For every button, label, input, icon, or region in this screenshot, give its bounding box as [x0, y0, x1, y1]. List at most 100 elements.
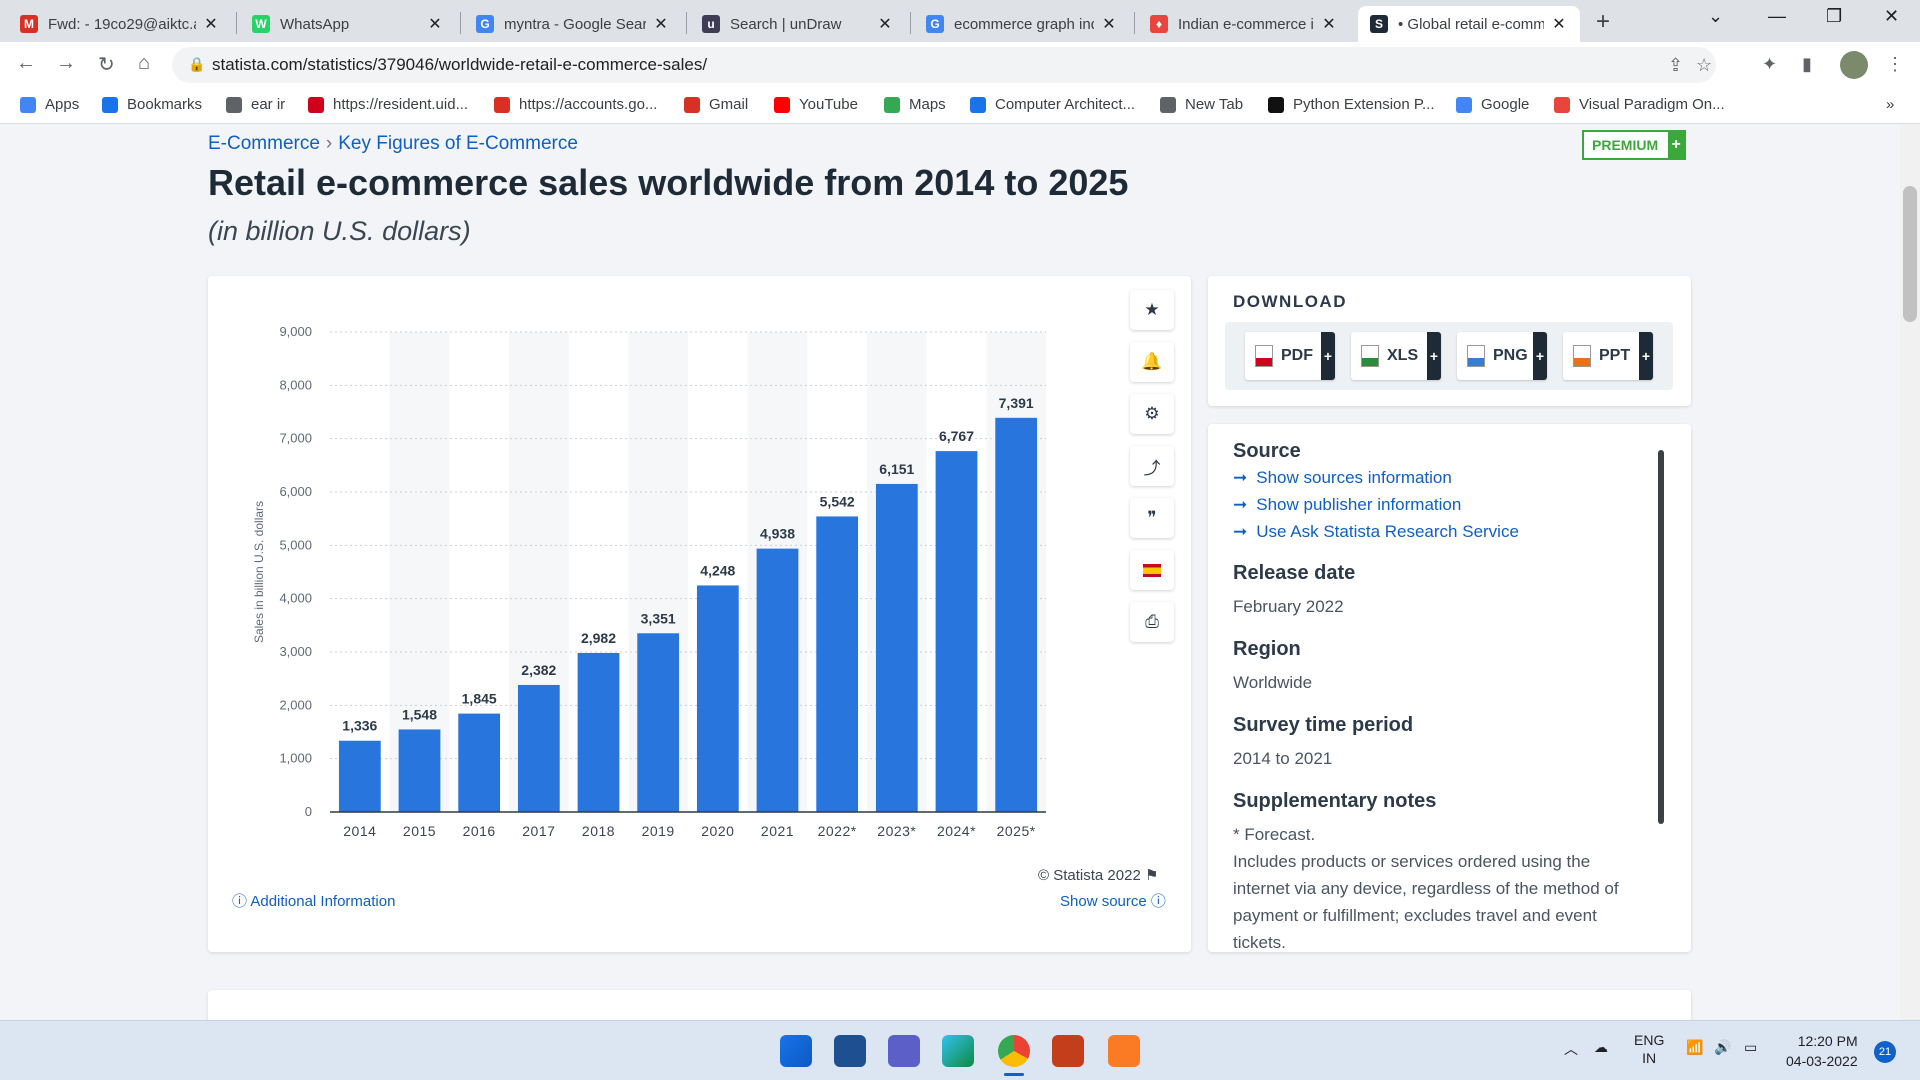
page-scrollbar-thumb[interactable] — [1903, 186, 1917, 322]
profile-avatar[interactable] — [1840, 51, 1868, 79]
side-panel-icon[interactable]: ▮ — [1802, 54, 1812, 74]
premium-button[interactable]: PREMIUM + — [1582, 130, 1687, 160]
close-tab-icon[interactable]: ✕ — [204, 16, 218, 33]
wifi-icon[interactable]: 📶 — [1686, 1039, 1704, 1055]
browser-tab[interactable]: W WhatsApp ✕ — [240, 6, 456, 42]
bookmark-label: Gmail — [709, 96, 749, 113]
browser-tab[interactable]: M Fwd: - 19co29@aiktc.a ✕ — [8, 6, 232, 42]
x-tick-label: 2023* — [877, 823, 916, 839]
close-tab-icon[interactable]: ✕ — [428, 16, 442, 33]
plus-icon: + — [1639, 332, 1653, 380]
close-tab-icon[interactable]: ✕ — [878, 16, 892, 33]
xampp-icon[interactable] — [1108, 1035, 1140, 1067]
onedrive-icon[interactable]: ☁ — [1594, 1039, 1608, 1055]
download-pdf-button[interactable]: PDF + — [1245, 332, 1335, 380]
source-details: Source ➞ Show sources information ➞ Show p… — [1233, 434, 1643, 952]
new-tab-button[interactable]: + — [1596, 8, 1611, 35]
bookmark-item[interactable]: Maps — [884, 96, 946, 113]
source-scrollbar[interactable] — [1658, 450, 1664, 824]
chart-card: 0 1,000 2,000 3,000 4,000 5,000 6,000 7,000 8,00… — [208, 276, 1191, 952]
powerpoint-icon[interactable] — [1052, 1035, 1084, 1067]
language-flag-icon[interactable] — [1130, 550, 1174, 590]
bookmark-item[interactable]: Google — [1456, 96, 1529, 113]
x-tick-label: 2020 — [701, 823, 734, 839]
bookmark-item[interactable]: Python Extension P... — [1268, 96, 1434, 113]
bookmark-star-icon[interactable]: ☆ — [1696, 55, 1713, 75]
chrome-icon[interactable] — [998, 1035, 1030, 1067]
bookmark-item[interactable]: https://resident.uid... — [308, 96, 468, 113]
minimize-button[interactable]: — — [1768, 6, 1786, 26]
breadcrumb-key-figures[interactable]: Key Figures of E-Commerce — [338, 133, 578, 154]
close-tab-icon[interactable]: ✕ — [654, 16, 668, 33]
browser-tab[interactable]: u Search | unDraw ✕ — [690, 6, 906, 42]
reload-icon[interactable]: ↻ — [98, 54, 115, 76]
tab-search-chevron-icon[interactable]: ⌄ — [1708, 6, 1724, 26]
gmail-icon: M — [20, 15, 38, 33]
volume-icon[interactable]: 🔊 — [1714, 1039, 1732, 1055]
lock-icon[interactable]: 🔒 — [188, 56, 206, 72]
close-tab-icon[interactable]: ✕ — [1552, 16, 1566, 33]
close-tab-icon[interactable]: ✕ — [1322, 16, 1336, 33]
print-icon[interactable]: ⎙ — [1130, 602, 1174, 642]
edge-icon[interactable] — [942, 1035, 974, 1067]
windows-start-icon[interactable] — [780, 1035, 812, 1067]
bookmark-item[interactable]: ear ir — [226, 96, 285, 113]
y-tick-label: 6,000 — [279, 484, 312, 499]
bookmark-item[interactable]: New Tab — [1160, 96, 1243, 113]
browser-tab[interactable]: ♦ Indian e-commerce in ✕ — [1138, 6, 1350, 42]
citation-quote-icon[interactable]: ❞ — [1130, 498, 1174, 538]
bookmark-item[interactable]: Apps — [20, 96, 79, 113]
more-menu-icon[interactable]: ⋮ — [1886, 54, 1904, 74]
bookmark-item[interactable]: Bookmarks — [102, 96, 202, 113]
show-sources-link[interactable]: ➞ Show sources information — [1233, 468, 1452, 487]
teams-chat-icon[interactable] — [888, 1035, 920, 1067]
language-indicator[interactable]: ENG IN — [1634, 1032, 1665, 1066]
restore-button[interactable]: ❐ — [1826, 6, 1843, 26]
show-source-link[interactable]: Show source ⓘ — [1060, 893, 1166, 910]
plus-icon: + — [1321, 332, 1335, 380]
bookmark-item[interactable]: YouTube — [774, 96, 858, 113]
data-label: 4,938 — [760, 526, 795, 542]
breadcrumb-ecommerce[interactable]: E-Commerce — [208, 133, 320, 154]
bookmark-item[interactable]: https://accounts.go... — [494, 96, 657, 113]
python-icon — [1268, 96, 1284, 113]
download-format-label: XLS — [1387, 347, 1419, 364]
clock[interactable]: 12:20 PM 04-03-2022 — [1786, 1033, 1858, 1069]
bar — [816, 516, 859, 812]
tab-title: • Global retail e-comm — [1398, 15, 1544, 33]
close-window-button[interactable]: ✕ — [1884, 6, 1900, 26]
notes-forecast: * Forecast. — [1233, 825, 1316, 844]
source-title: Source — [1233, 440, 1301, 462]
y-tick-label: 5,000 — [279, 537, 312, 552]
share-nodes-icon[interactable]: ⤴ — [1130, 446, 1174, 486]
notification-count-badge[interactable]: 21 — [1874, 1041, 1896, 1063]
close-tab-icon[interactable]: ✕ — [1102, 16, 1116, 33]
download-xls-button[interactable]: XLS + — [1351, 332, 1441, 380]
page-scrollbar[interactable] — [1900, 124, 1920, 1020]
share-icon[interactable]: ⇪ — [1668, 55, 1684, 75]
back-icon[interactable]: ← — [16, 52, 36, 74]
bookmark-item[interactable]: Visual Paradigm On... — [1554, 96, 1725, 113]
forward-icon[interactable]: → — [56, 52, 76, 74]
additional-information-link[interactable]: ⓘ Additional Information — [232, 893, 396, 910]
notification-bell-icon[interactable]: 🔔 — [1130, 342, 1174, 382]
browser-tab[interactable]: S • Global retail e-comm ✕ — [1358, 6, 1580, 42]
bookmark-item[interactable]: Computer Architect... — [970, 96, 1135, 113]
ask-statista-link[interactable]: ➞ Use Ask Statista Research Service — [1233, 522, 1519, 541]
battery-icon[interactable]: ▭ — [1744, 1039, 1758, 1055]
url-field[interactable]: 🔒 statista.com/statistics/379046/worldwi… — [172, 47, 1716, 83]
show-hidden-icons-chevron[interactable]: ︿ — [1564, 1041, 1578, 1057]
favorite-star-icon[interactable]: ★ — [1130, 290, 1174, 330]
download-png-button[interactable]: PNG + — [1457, 332, 1547, 380]
more-bookmarks-icon[interactable]: » — [1886, 96, 1895, 113]
bookmark-item[interactable]: Gmail — [684, 96, 748, 113]
x-tick-label: 2016 — [463, 823, 496, 839]
extensions-icon[interactable]: ✦ — [1762, 54, 1778, 74]
show-publisher-link[interactable]: ➞ Show publisher information — [1233, 495, 1462, 514]
settings-gear-icon[interactable]: ⚙ — [1130, 394, 1174, 434]
widgets-icon[interactable] — [834, 1035, 866, 1067]
download-ppt-button[interactable]: PPT + — [1563, 332, 1653, 380]
home-icon[interactable]: ⌂ — [138, 52, 151, 74]
